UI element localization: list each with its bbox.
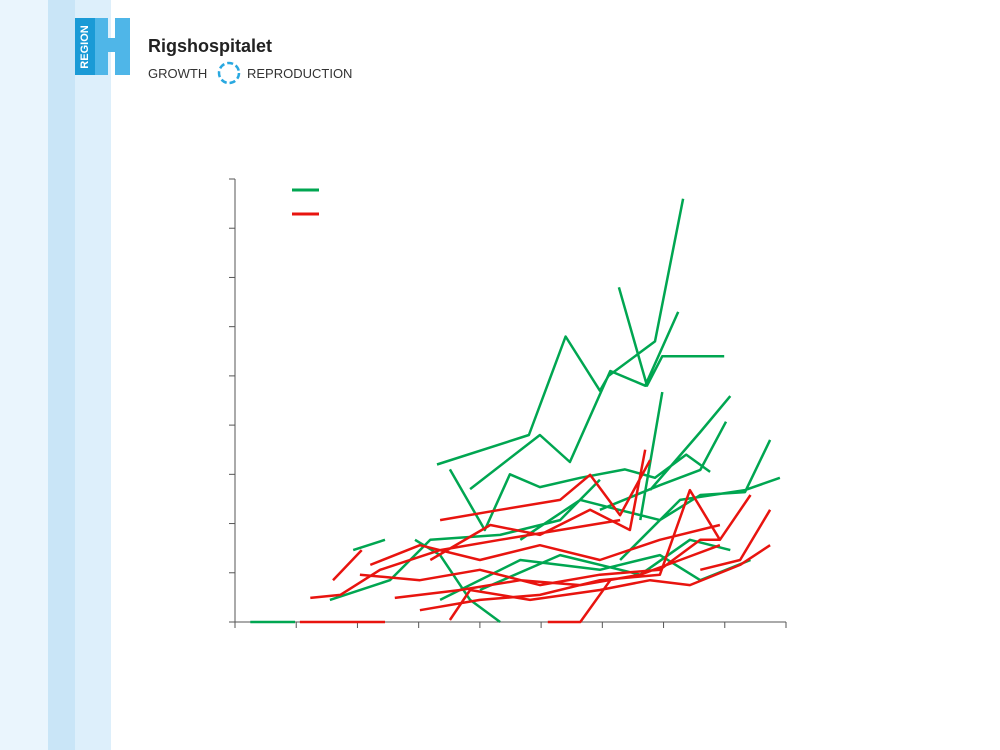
title: Rigshospitalet <box>148 36 272 56</box>
tagline: REPRODUCTION <box>247 66 352 81</box>
tagline: GROWTH <box>148 66 207 81</box>
stripe <box>48 0 75 750</box>
logo-h <box>95 18 130 75</box>
chart <box>229 178 787 628</box>
series-line <box>250 198 781 624</box>
logo-text: REGION <box>79 25 91 68</box>
stripe <box>75 0 111 750</box>
stripe <box>0 0 48 750</box>
logo-bar <box>75 18 95 75</box>
series-line <box>299 449 772 624</box>
logo-icon <box>217 61 241 85</box>
